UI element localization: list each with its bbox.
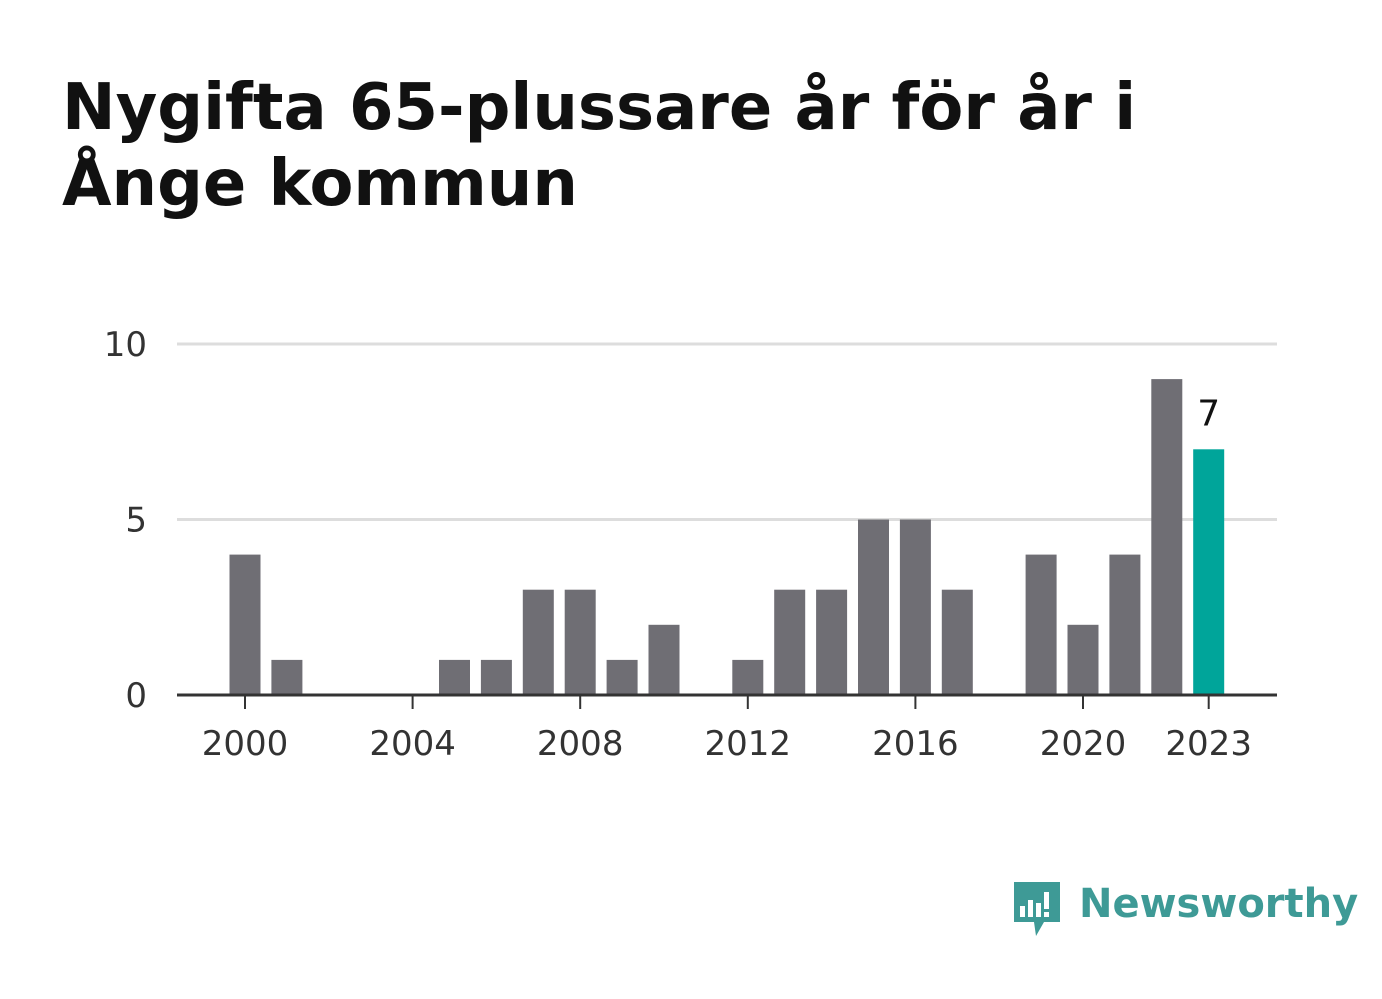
y-tick-label: 0 bbox=[125, 676, 147, 716]
bar bbox=[522, 589, 554, 695]
brand-name: Newsworthy bbox=[1079, 881, 1359, 927]
bars bbox=[229, 379, 1225, 695]
bar bbox=[941, 589, 973, 695]
bar bbox=[732, 659, 764, 695]
chart-title: Nygifta 65-plussare år för år i Ånge kom… bbox=[62, 71, 1137, 221]
bar bbox=[1025, 554, 1057, 695]
x-tick-label: 2016 bbox=[872, 724, 959, 764]
bar bbox=[606, 659, 638, 695]
bar bbox=[480, 659, 512, 695]
y-tick-labels: 0 5 10 bbox=[104, 325, 147, 716]
x-tick-label: 2020 bbox=[1040, 724, 1127, 764]
y-tick-label: 10 bbox=[104, 325, 147, 365]
bar bbox=[1151, 379, 1183, 695]
bar bbox=[1109, 554, 1141, 695]
bar bbox=[564, 589, 596, 695]
x-tick-label: 2008 bbox=[537, 724, 624, 764]
bar bbox=[439, 659, 470, 695]
data-label-highlight: 7 bbox=[1197, 393, 1220, 434]
bar bbox=[774, 589, 806, 695]
bar bbox=[1067, 624, 1099, 695]
x-tick-label: 2012 bbox=[705, 724, 792, 764]
bar bbox=[648, 624, 680, 695]
bar bbox=[899, 519, 931, 695]
bar bbox=[816, 589, 848, 695]
y-tick-label: 5 bbox=[125, 501, 147, 541]
gridlines bbox=[177, 342, 1277, 521]
bar bbox=[271, 659, 303, 695]
x-tick-label: 2004 bbox=[369, 724, 456, 764]
x-tick-label: 2000 bbox=[202, 724, 289, 764]
x-tick-labels: 2000 2004 2008 2012 2016 2020 2023 bbox=[202, 695, 1252, 764]
newsworthy-icon bbox=[1014, 882, 1060, 936]
bar bbox=[858, 519, 889, 695]
x-tick-label: 2023 bbox=[1165, 724, 1252, 764]
bar-highlight bbox=[1193, 449, 1225, 695]
newsworthy-logo bbox=[1014, 882, 1060, 936]
bar bbox=[229, 554, 261, 695]
annotations: 7 bbox=[1197, 393, 1220, 434]
